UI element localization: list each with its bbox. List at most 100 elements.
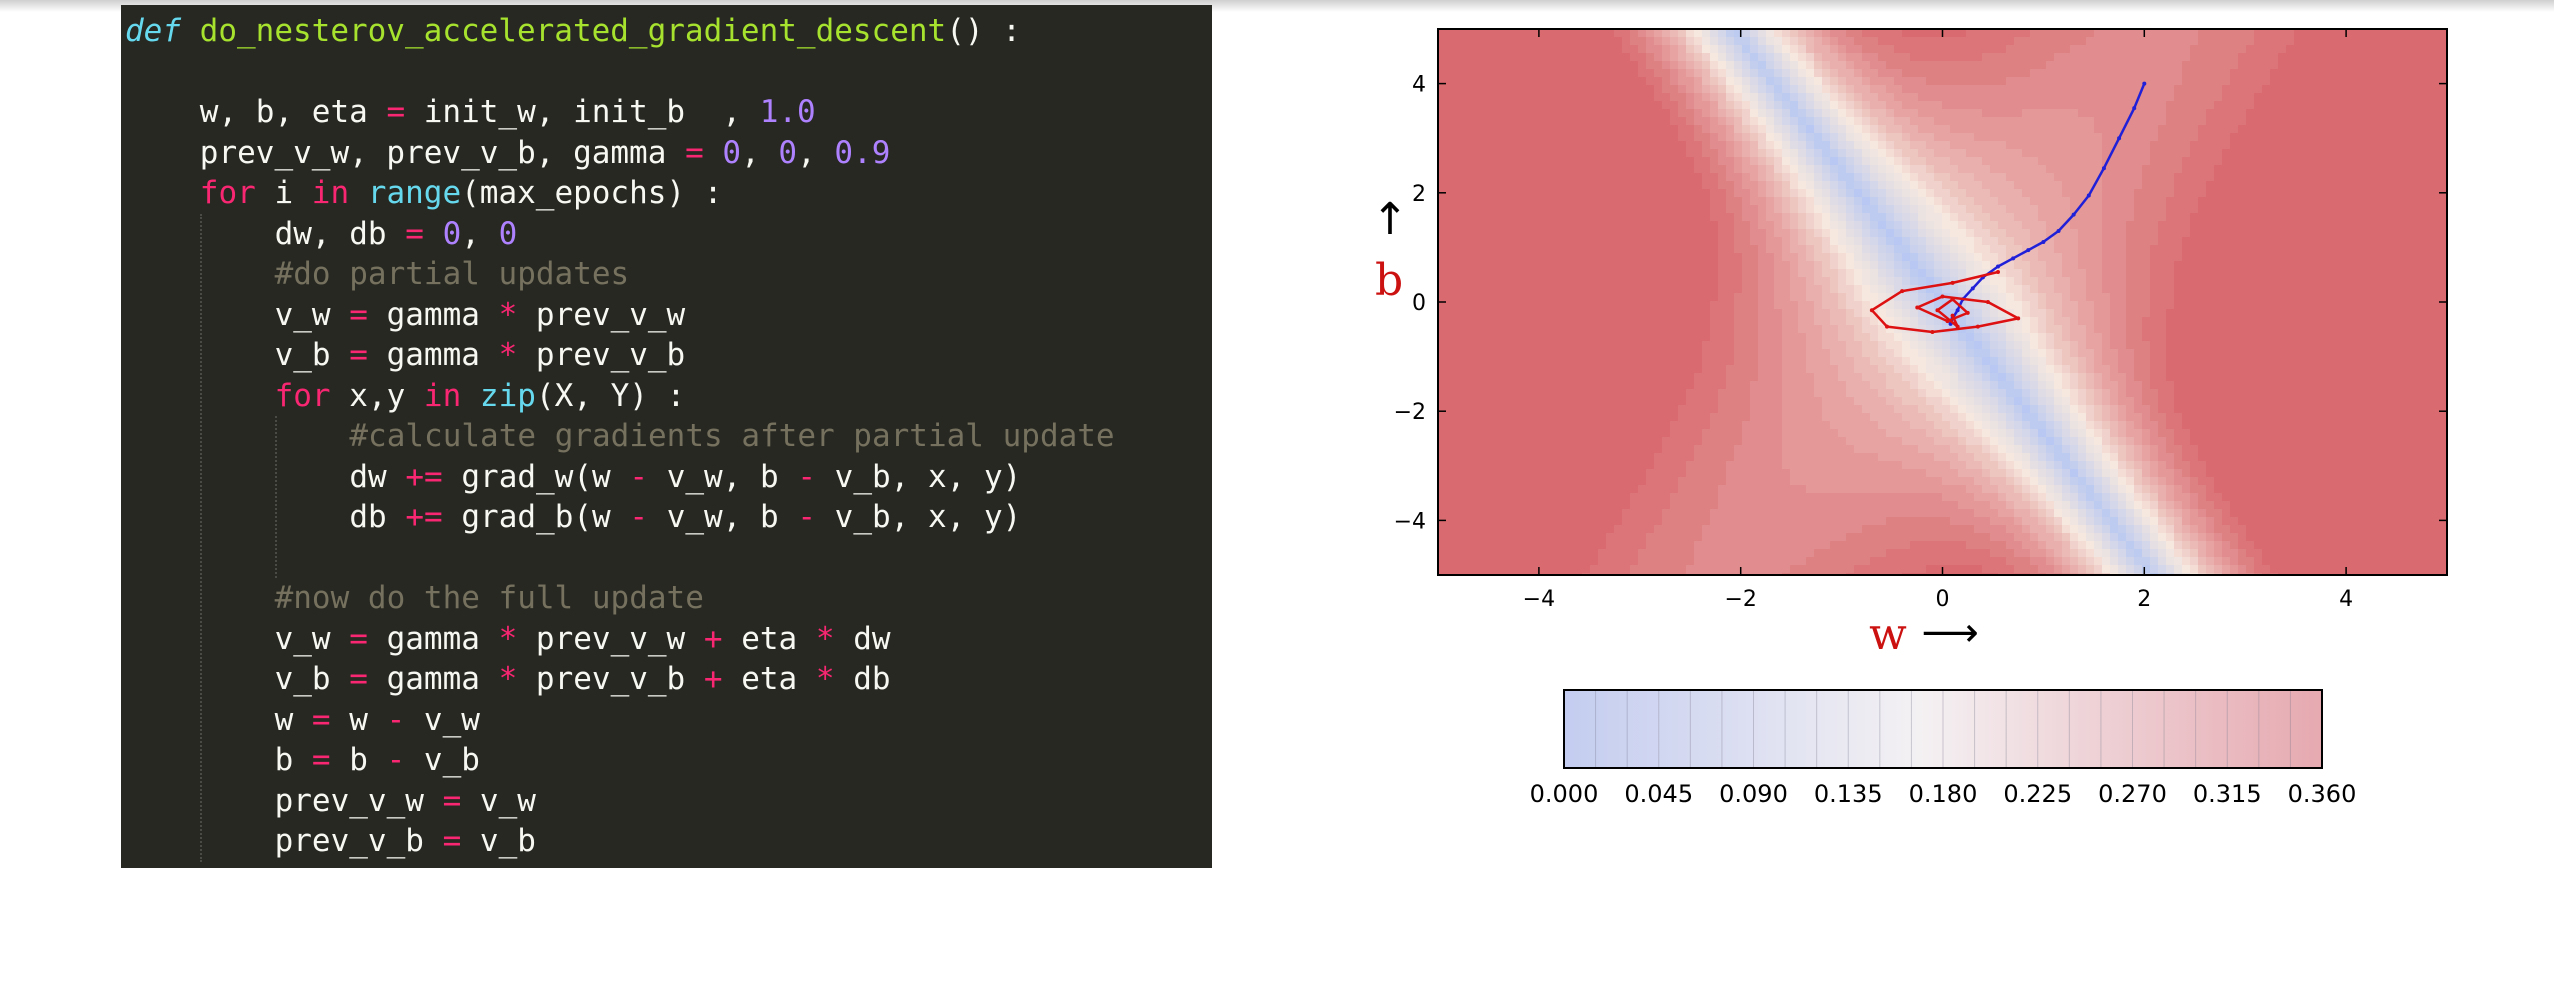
- contour-cell: [2302, 45, 2311, 54]
- contour-cell: [2134, 301, 2143, 310]
- contour-cell: [2014, 221, 2023, 230]
- contour-cell: [1462, 245, 1471, 254]
- contour-cell: [2190, 45, 2199, 54]
- contour-cell: [1734, 269, 1743, 278]
- contour-cell: [2350, 29, 2359, 38]
- contour-cell: [1630, 29, 1639, 38]
- contour-cell: [1606, 69, 1615, 78]
- contour-cell: [1518, 229, 1527, 238]
- contour-cell: [1670, 333, 1679, 342]
- contour-cell: [2230, 221, 2239, 230]
- contour-cell: [1534, 277, 1543, 286]
- contour-cell: [1838, 181, 1847, 190]
- contour-cell: [1462, 293, 1471, 302]
- contour-cell: [1590, 293, 1599, 302]
- contour-cell: [2150, 61, 2159, 70]
- contour-cell: [2038, 45, 2047, 54]
- contour-cell: [2278, 29, 2287, 38]
- contour-cell: [2326, 317, 2335, 326]
- contour-cell: [1942, 205, 1951, 214]
- contour-cell: [1926, 133, 1935, 142]
- contour-cell: [2006, 157, 2015, 166]
- contour-cell: [2406, 205, 2415, 214]
- contour-cell: [2046, 253, 2055, 262]
- contour-cell: [1574, 101, 1583, 110]
- contour-cell: [1894, 157, 1903, 166]
- contour-cell: [2038, 125, 2047, 134]
- contour-cell: [1854, 277, 1863, 286]
- contour-cell: [1838, 45, 1847, 54]
- contour-cell: [1870, 93, 1879, 102]
- contour-cell: [1886, 253, 1895, 262]
- contour-cell: [2030, 133, 2039, 142]
- contour-cell: [1870, 221, 1879, 230]
- contour-cell: [1774, 93, 1783, 102]
- contour-cell: [1742, 117, 1751, 126]
- contour-cell: [2326, 85, 2335, 94]
- contour-cell: [1766, 293, 1775, 302]
- contour-cell: [2222, 197, 2231, 206]
- contour-cell: [1990, 213, 1999, 222]
- contour-cell: [2142, 61, 2151, 70]
- contour-cell: [2118, 141, 2127, 150]
- contour-cell: [1982, 309, 1991, 318]
- contour-cell: [1662, 221, 1671, 230]
- contour-cell: [2006, 77, 2015, 86]
- contour-cell: [1998, 325, 2007, 334]
- contour-cell: [2022, 133, 2031, 142]
- contour-cell: [1870, 37, 1879, 46]
- contour-cell: [1718, 29, 1727, 38]
- contour-cell: [1854, 53, 1863, 62]
- contour-cell: [1686, 213, 1695, 222]
- contour-cell: [2086, 253, 2095, 262]
- contour-cell: [2158, 237, 2167, 246]
- contour-cell: [1942, 309, 1951, 318]
- contour-cell: [1942, 149, 1951, 158]
- code-token: grad_w(w: [442, 458, 630, 495]
- contour-cell: [1974, 53, 1983, 62]
- contour-cell: [1574, 165, 1583, 174]
- contour-cell: [1526, 53, 1535, 62]
- contour-cell: [2382, 29, 2391, 38]
- contour-cell: [1998, 85, 2007, 94]
- contour-cell: [2110, 37, 2119, 46]
- contour-cell: [2222, 165, 2231, 174]
- contour-cell: [1854, 61, 1863, 70]
- contour-cell: [1486, 197, 1495, 206]
- contour-cell: [1646, 197, 1655, 206]
- contour-cell: [1838, 197, 1847, 206]
- contour-cell: [1750, 157, 1759, 166]
- contour-cell: [2374, 45, 2383, 54]
- contour-cell: [1470, 125, 1479, 134]
- contour-cell: [1918, 45, 1927, 54]
- contour-cell: [1934, 29, 1943, 38]
- contour-cell: [1582, 149, 1591, 158]
- contour-cell: [2382, 189, 2391, 198]
- contour-cell: [2342, 45, 2351, 54]
- contour-cell: [1870, 53, 1879, 62]
- contour-cell: [1814, 245, 1823, 254]
- contour-cell: [1726, 69, 1735, 78]
- contour-cell: [1710, 165, 1719, 174]
- contour-cell: [2238, 149, 2247, 158]
- contour-cell: [1438, 253, 1447, 262]
- contour-cell: [1910, 117, 1919, 126]
- contour-cell: [1982, 53, 1991, 62]
- contour-cell: [1734, 189, 1743, 198]
- contour-cell: [2390, 213, 2399, 222]
- contour-cell: [2054, 245, 2063, 254]
- contour-cell: [1654, 93, 1663, 102]
- contour-cell: [1646, 325, 1655, 334]
- contour-cell: [2302, 181, 2311, 190]
- contour-cell: [2406, 237, 2415, 246]
- contour-cell: [2438, 141, 2447, 150]
- contour-cell: [2334, 229, 2343, 238]
- contour-cell: [2038, 165, 2047, 174]
- contour-cell: [1982, 293, 1991, 302]
- contour-cell: [1742, 101, 1751, 110]
- contour-cell: [1478, 53, 1487, 62]
- contour-cell: [1510, 333, 1519, 342]
- contour-cell: [1486, 237, 1495, 246]
- contour-cell: [1622, 285, 1631, 294]
- contour-cell: [2286, 253, 2295, 262]
